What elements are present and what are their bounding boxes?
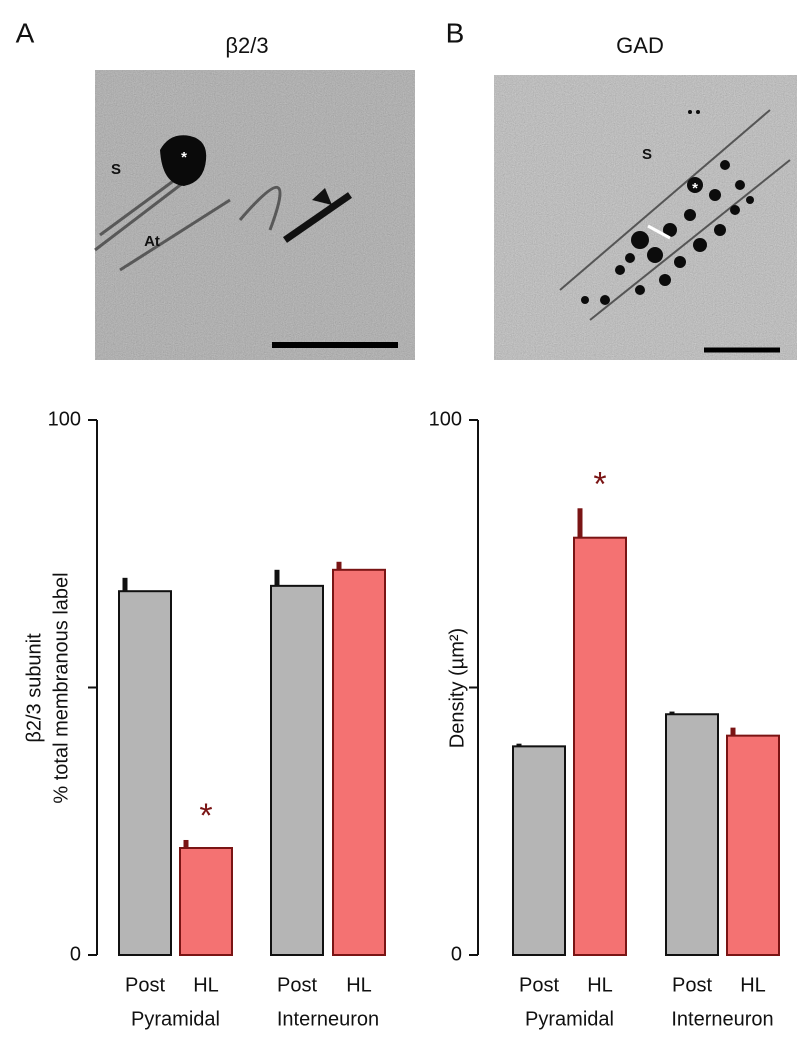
- image-label: S: [642, 146, 652, 163]
- y-tick-label: 0: [70, 943, 81, 965]
- image-label: At: [144, 233, 160, 250]
- image-title: β2/3: [225, 33, 268, 58]
- micrograph: [494, 75, 797, 360]
- x-tick-label: Post: [672, 974, 712, 996]
- x-tick-label: HL: [740, 974, 766, 996]
- y-tick-label: 100: [48, 408, 81, 430]
- image-label: S: [111, 161, 121, 178]
- micrograph: [94, 70, 415, 360]
- y-tick-label: 0: [451, 943, 462, 965]
- image-title: GAD: [616, 33, 664, 58]
- significance-marker: *: [199, 797, 212, 835]
- y-tick-label: 100: [429, 408, 462, 430]
- panel-label: A: [16, 17, 35, 48]
- bar: [512, 745, 566, 956]
- group-label: Pyramidal: [525, 1008, 614, 1030]
- bar: [118, 590, 172, 956]
- image-label: *: [692, 180, 698, 197]
- group-label: Interneuron: [671, 1008, 773, 1030]
- group-label: Interneuron: [277, 1008, 379, 1030]
- x-tick-label: Post: [277, 974, 317, 996]
- image-label: *: [181, 149, 187, 166]
- x-tick-label: HL: [346, 974, 372, 996]
- panel-label: B: [446, 17, 465, 48]
- group-label: Pyramidal: [131, 1008, 220, 1030]
- bar: [726, 734, 780, 957]
- bar: [332, 568, 386, 956]
- x-tick-label: Post: [519, 974, 559, 996]
- x-tick-label: HL: [193, 974, 219, 996]
- x-tick-label: HL: [587, 974, 613, 996]
- bar: [179, 847, 233, 956]
- y-axis-label: % total membranous label: [50, 572, 72, 803]
- y-axis-label: β2/3 subunit: [23, 633, 45, 743]
- bar: [665, 713, 719, 956]
- x-tick-label: Post: [125, 974, 165, 996]
- significance-marker: *: [593, 465, 606, 503]
- bar: [573, 536, 627, 956]
- bar: [270, 584, 324, 956]
- y-axis-label: Density (µm²): [446, 628, 468, 748]
